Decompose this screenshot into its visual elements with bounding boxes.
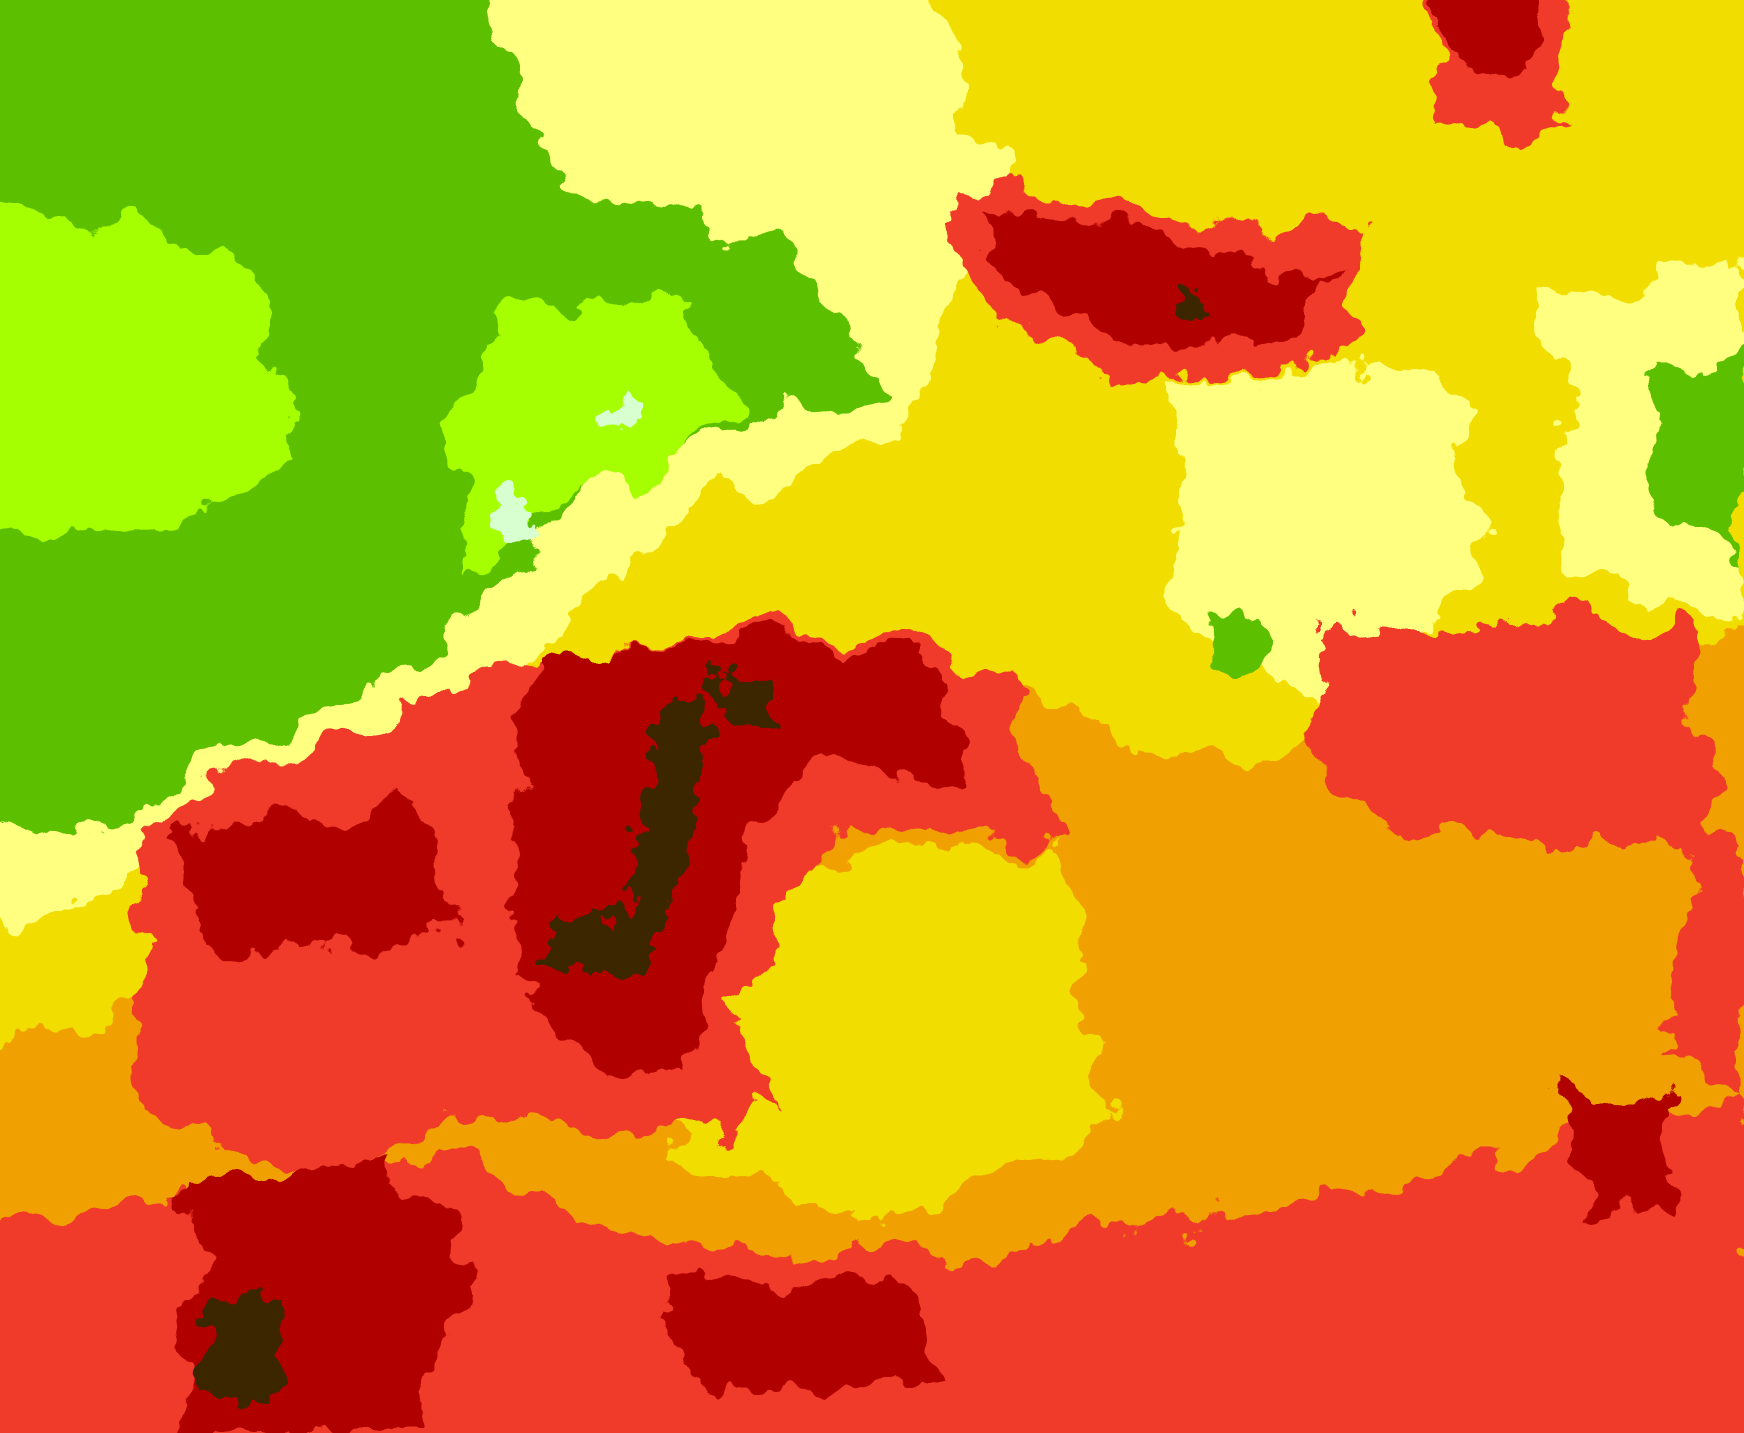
band-dark-brown	[545, 912, 668, 980]
band-light-green	[0, 214, 290, 532]
band-green	[1646, 356, 1744, 557]
band-dark-red	[978, 211, 1335, 345]
band-dark-red	[1557, 1090, 1669, 1224]
band-dark-brown	[711, 667, 779, 735]
band-dark-brown	[1174, 290, 1206, 322]
band-pale-green	[487, 495, 532, 540]
band-red	[1668, 845, 1744, 1091]
band-green	[1196, 607, 1268, 679]
band-dark-red	[1439, 0, 1531, 78]
band-dark-red	[166, 812, 468, 957]
band-pale-green	[605, 399, 641, 436]
band-dark-brown	[200, 1290, 290, 1402]
band-dark-red	[667, 1279, 935, 1391]
band-green	[0, 0, 879, 846]
band-dark-brown	[622, 689, 712, 935]
contour-cores	[200, 290, 1206, 1402]
band-red	[1312, 623, 1713, 846]
band-yellow	[667, 845, 1113, 1224]
